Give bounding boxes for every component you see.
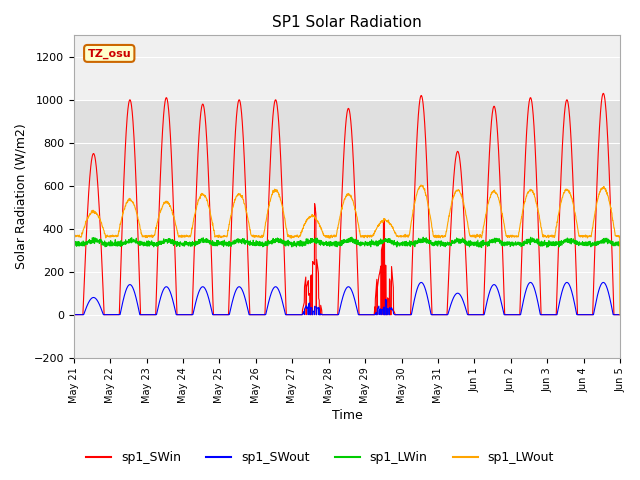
sp1_LWout [506, 234, 513, 240]
sp1_SWin [600, 90, 607, 96]
Bar [74, 100, 620, 186]
sp1_SWout [583, 312, 591, 318]
sp1_LWin [568, 239, 576, 244]
Line: sp1_SWout: sp1_SWout [74, 282, 620, 315]
sp1_SWin [616, 312, 624, 318]
Text: TZ_osu: TZ_osu [88, 48, 131, 59]
sp1_LWin [478, 245, 486, 251]
sp1_LWout [568, 196, 576, 202]
sp1_SWout [70, 312, 77, 318]
X-axis label: Time: Time [332, 409, 362, 422]
Legend: sp1_SWin, sp1_SWout, sp1_LWin, sp1_LWout: sp1_SWin, sp1_SWout, sp1_LWin, sp1_LWout [81, 446, 559, 469]
sp1_SWin [506, 312, 513, 318]
Line: sp1_LWin: sp1_LWin [74, 237, 620, 248]
sp1_LWin [222, 239, 230, 245]
sp1_SWout [374, 304, 382, 310]
Title: SP1 Solar Radiation: SP1 Solar Radiation [272, 15, 422, 30]
sp1_SWout [363, 312, 371, 318]
sp1_LWout [374, 222, 382, 228]
sp1_SWin [568, 148, 575, 154]
sp1_SWin [70, 312, 77, 318]
sp1_LWin [348, 234, 356, 240]
sp1_LWout [583, 233, 591, 239]
sp1_LWout [363, 233, 371, 239]
sp1_LWin [363, 240, 371, 246]
sp1_SWin [374, 277, 382, 283]
sp1_SWin [583, 312, 591, 318]
sp1_LWin [506, 240, 514, 246]
sp1_LWin [70, 240, 77, 246]
sp1_SWout [616, 312, 624, 318]
sp1_LWout [70, 233, 77, 239]
sp1_LWin [616, 242, 624, 248]
sp1_SWout [506, 312, 513, 318]
Y-axis label: Solar Radiation (W/m2): Solar Radiation (W/m2) [15, 124, 28, 269]
sp1_SWout [568, 288, 575, 294]
sp1_SWin [363, 312, 371, 318]
sp1_LWout [222, 233, 230, 239]
sp1_LWout [417, 182, 425, 188]
Line: sp1_SWin: sp1_SWin [74, 93, 620, 315]
sp1_SWin [222, 312, 230, 318]
sp1_LWin [375, 240, 383, 245]
sp1_LWin [584, 242, 591, 248]
Line: sp1_LWout: sp1_LWout [74, 185, 620, 315]
sp1_LWout [616, 312, 624, 318]
sp1_SWout [222, 312, 230, 318]
sp1_SWout [600, 279, 607, 285]
